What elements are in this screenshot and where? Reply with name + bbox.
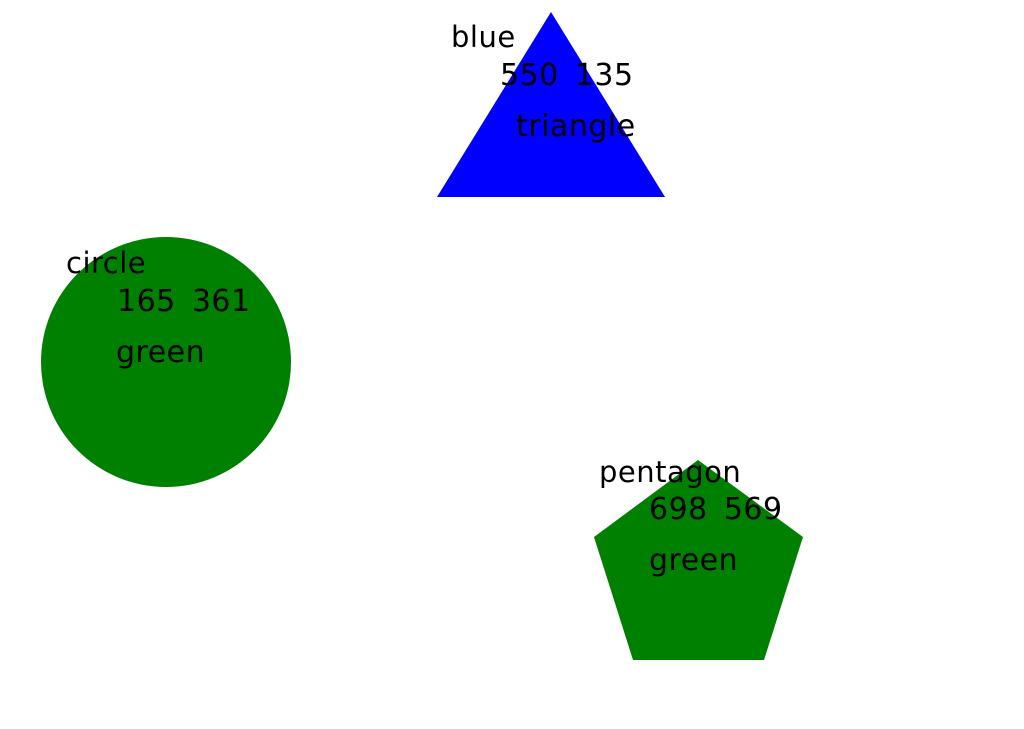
circle-x-value: 165 bbox=[117, 284, 176, 319]
triangle-shape-label: triangle bbox=[516, 109, 636, 144]
circle-coords-label: 165 361 bbox=[117, 287, 251, 317]
pentagon-x-value: 698 bbox=[649, 492, 708, 527]
triangle-x-value: 550 bbox=[500, 58, 559, 93]
circle-color-label: green bbox=[116, 335, 206, 370]
pentagon-coords-label: 698 569 bbox=[649, 495, 783, 525]
pentagon-color-label: green bbox=[649, 543, 739, 578]
triangle-y-value: 135 bbox=[574, 58, 634, 93]
triangle-coords-label: 550 135 bbox=[500, 61, 634, 91]
circle-y-value: 361 bbox=[191, 284, 251, 319]
pentagon-shape-label: pentagon bbox=[599, 455, 742, 489]
triangle-color-label: blue bbox=[451, 20, 516, 54]
blue-triangle-shape bbox=[437, 12, 665, 197]
circle-shape-label: circle bbox=[66, 246, 147, 280]
pentagon-y-value: 569 bbox=[723, 492, 783, 527]
green-circle-shape bbox=[41, 237, 291, 487]
green-pentagon-shape bbox=[594, 460, 803, 660]
